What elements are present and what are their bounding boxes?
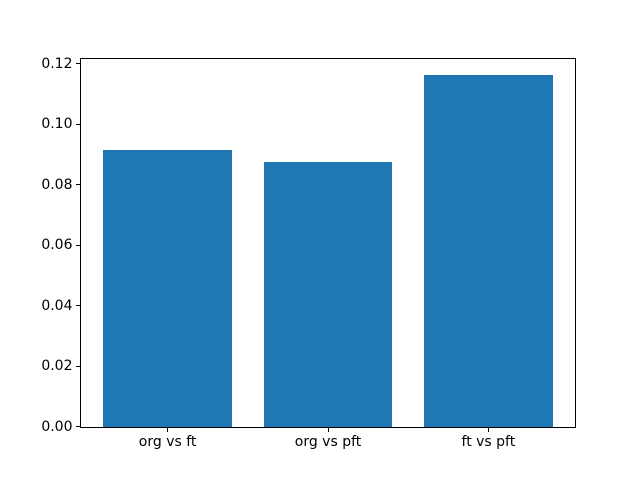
x-tick-label: org vs pft — [294, 433, 362, 450]
y-tick-label: 0.06 — [41, 237, 73, 254]
y-tick-mark — [76, 365, 80, 367]
y-tick-label: 0.02 — [41, 358, 73, 375]
y-tick-label: 0.10 — [41, 116, 73, 133]
y-tick-label: 0.04 — [41, 297, 73, 314]
plot-area — [80, 57, 576, 428]
x-tick-label: ft vs pft — [461, 433, 516, 450]
x-tick-label: org vs ft — [138, 433, 197, 450]
y-tick-mark — [76, 123, 80, 125]
x-tick-mark — [327, 427, 329, 432]
y-tick-label: 0.12 — [41, 55, 73, 72]
y-tick-mark — [76, 305, 80, 307]
y-tick-mark — [76, 244, 80, 246]
y-tick-label: 0.00 — [41, 418, 73, 435]
bar-ft-vs-pft — [424, 74, 553, 427]
x-tick-mark — [487, 427, 489, 432]
bar-org-vs-ft — [103, 150, 232, 427]
y-tick-label: 0.08 — [41, 176, 73, 193]
y-tick-mark — [76, 63, 80, 65]
x-tick-mark — [167, 427, 169, 432]
y-tick-mark — [76, 426, 80, 427]
y-tick-mark — [76, 184, 80, 186]
bar-org-vs-pft — [263, 161, 393, 427]
